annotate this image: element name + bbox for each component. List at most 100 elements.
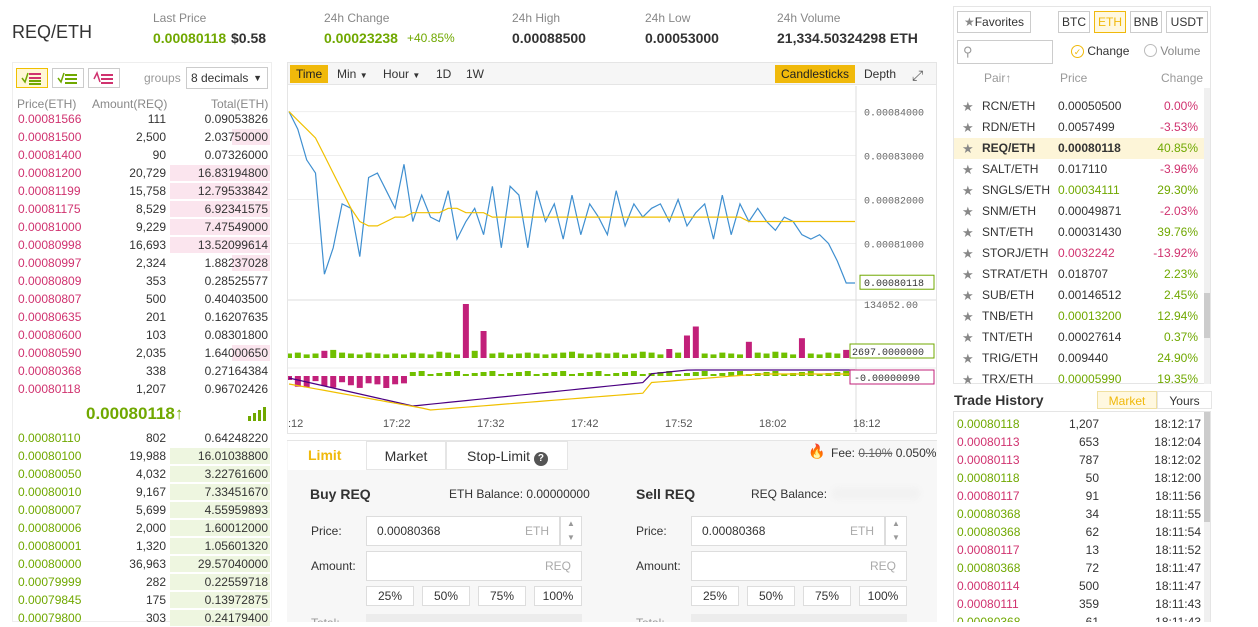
market-row[interactable]: ★ TRIG/ETH 0.009440 24.90% <box>954 348 1210 369</box>
buy-pct-50[interactable]: 50% <box>422 586 470 606</box>
fullscreen-icon[interactable]: ⤢ <box>912 67 924 83</box>
market-row[interactable]: ★ TNB/ETH 0.00013200 12.94% <box>954 306 1210 327</box>
ask-row[interactable]: 0.00080600 103 0.08301800 <box>14 326 270 344</box>
market-search-input[interactable]: ⚲ <box>957 40 1053 64</box>
trade-scrollbar[interactable] <box>1204 412 1210 622</box>
market-row[interactable]: ★ REQ/ETH 0.00080118 40.85% <box>954 138 1210 159</box>
star-icon[interactable]: ★ <box>962 99 974 114</box>
ask-row[interactable]: 0.00081200 20,729 16.83194800 <box>14 164 270 182</box>
sell-pct-100[interactable]: 100% <box>859 586 907 606</box>
star-icon[interactable]: ★ <box>962 246 974 261</box>
bid-row[interactable]: 0.00079800 303 0.24179400 <box>14 609 270 627</box>
ask-row[interactable]: 0.00080807 500 0.40403500 <box>14 290 270 308</box>
ask-row[interactable]: 0.00080118 1,207 0.96702426 <box>14 380 270 398</box>
bid-row[interactable]: 0.00080100 19,988 16.01038800 <box>14 447 270 465</box>
market-row[interactable]: ★ SUB/ETH 0.00146512 2.45% <box>954 285 1210 306</box>
star-icon[interactable]: ★ <box>962 225 974 240</box>
bid-row[interactable]: 0.00080050 4,032 3.22761600 <box>14 465 270 483</box>
radio-change[interactable]: ✓ Change <box>1071 44 1129 58</box>
market-row[interactable]: ★ RDN/ETH 0.0057499 -3.53% <box>954 117 1210 138</box>
ask-row[interactable]: 0.00080590 2,035 1.64000650 <box>14 344 270 362</box>
ask-row[interactable]: 0.00081000 9,229 7.47549000 <box>14 218 270 236</box>
ask-row[interactable]: 0.00081400 90 0.07326000 <box>14 146 270 164</box>
market-tab-usdt[interactable]: USDT <box>1166 11 1208 33</box>
star-icon[interactable]: ★ <box>962 267 974 282</box>
market-row[interactable]: ★ SNM/ETH 0.00049871 -2.03% <box>954 201 1210 222</box>
market-tab-eth[interactable]: ETH <box>1094 11 1126 33</box>
market-tab-btc[interactable]: BTC <box>1058 11 1090 33</box>
bid-row[interactable]: 0.00079999 282 0.22559718 <box>14 573 270 591</box>
bid-row[interactable]: 0.00080010 9,167 7.33451670 <box>14 483 270 501</box>
view-asks-button[interactable] <box>88 68 120 88</box>
sell-total-input[interactable] <box>691 614 907 622</box>
ask-row[interactable]: 0.00081199 15,758 12.79533842 <box>14 182 270 200</box>
star-icon[interactable]: ★ <box>962 330 974 345</box>
buy-total-input[interactable] <box>366 614 582 622</box>
ask-row[interactable]: 0.00080809 353 0.28525577 <box>14 272 270 290</box>
ask-row[interactable]: 0.00080368 338 0.27164384 <box>14 362 270 380</box>
star-icon[interactable]: ★ <box>962 288 974 303</box>
bid-row[interactable]: 0.00080001 1,320 1.05601320 <box>14 537 270 555</box>
tab-time[interactable]: Time <box>290 65 329 83</box>
star-icon[interactable]: ★ <box>962 309 974 324</box>
ask-row[interactable]: 0.00081500 2,500 2.03750000 <box>14 128 270 146</box>
star-icon[interactable]: ★ <box>962 372 974 384</box>
market-row[interactable]: ★ RCN/ETH 0.00050500 0.00% <box>954 96 1210 117</box>
trade-tab-market[interactable]: Market <box>1097 391 1157 409</box>
tab-1d[interactable]: 1D <box>436 67 452 81</box>
star-icon[interactable]: ★ <box>962 162 974 177</box>
market-row[interactable]: ★ STORJ/ETH 0.0032242 -13.92% <box>954 243 1210 264</box>
market-row[interactable]: ★ SNGLS/ETH 0.00034111 29.30% <box>954 180 1210 201</box>
bid-row[interactable]: 0.00080000 36,963 29.57040000 <box>14 555 270 573</box>
buy-price-input[interactable]: 0.00080368 ETH <box>366 516 560 546</box>
market-row[interactable]: ★ STRAT/ETH 0.018707 2.23% <box>954 264 1210 285</box>
radio-volume[interactable]: Volume <box>1144 44 1200 58</box>
sell-pct-50[interactable]: 50% <box>747 586 795 606</box>
star-icon[interactable]: ★ <box>962 351 974 366</box>
view-bids-button[interactable] <box>52 68 84 88</box>
tab-candlesticks[interactable]: Candlesticks <box>775 65 856 83</box>
bid-row[interactable]: 0.00080110 802 0.64248220 <box>14 429 270 447</box>
tab-depth[interactable]: Depth <box>864 67 897 81</box>
tab-1w[interactable]: 1W <box>466 67 484 81</box>
favorites-button[interactable]: ★Favorites <box>957 11 1031 33</box>
market-col-change[interactable]: Change <box>1161 71 1204 85</box>
sell-pct-75[interactable]: 75% <box>803 586 851 606</box>
groups-select[interactable]: 8 decimals ▼ <box>186 67 268 89</box>
ask-row[interactable]: 0.00080997 2,324 1.88237028 <box>14 254 270 272</box>
tab-min[interactable]: Min ▼ <box>331 65 374 83</box>
market-row[interactable]: ★ SALT/ETH 0.017110 -3.96% <box>954 159 1210 180</box>
star-icon[interactable]: ★ <box>962 141 974 156</box>
market-tab-bnb[interactable]: BNB <box>1130 11 1162 33</box>
buy-price-stepper[interactable]: ▲ ▼ <box>560 516 582 546</box>
star-icon[interactable]: ★ <box>962 120 974 135</box>
sell-price-input[interactable]: 0.00080368 ETH <box>691 516 885 546</box>
sell-amount-input[interactable]: REQ <box>691 551 907 581</box>
buy-pct-75[interactable]: 75% <box>478 586 526 606</box>
tab-stop-limit[interactable]: Stop-Limit ? <box>446 441 568 470</box>
star-icon[interactable]: ★ <box>962 204 974 219</box>
ask-row[interactable]: 0.00081566 111 0.09053826 <box>14 110 270 128</box>
bid-row[interactable]: 0.00079845 175 0.13972875 <box>14 591 270 609</box>
bid-row[interactable]: 0.00080006 2,000 1.60012000 <box>14 519 270 537</box>
buy-amount-input[interactable]: REQ <box>366 551 582 581</box>
market-row[interactable]: ★ TRX/ETH 0.00005990 19.35% <box>954 369 1210 384</box>
market-scrollbar-thumb[interactable] <box>1204 293 1210 338</box>
sell-pct-25[interactable]: 25% <box>691 586 739 606</box>
tab-limit[interactable]: Limit <box>288 441 366 470</box>
sell-price-stepper[interactable]: ▲ ▼ <box>885 516 907 546</box>
ask-row[interactable]: 0.00080998 16,693 13.52099614 <box>14 236 270 254</box>
help-icon[interactable]: ? <box>533 452 548 466</box>
ask-row[interactable]: 0.00080635 201 0.16207635 <box>14 308 270 326</box>
market-row[interactable]: ★ SNT/ETH 0.00031430 39.76% <box>954 222 1210 243</box>
trade-tab-yours[interactable]: Yours <box>1157 391 1212 409</box>
buy-pct-25[interactable]: 25% <box>366 586 414 606</box>
market-row[interactable]: ★ TNT/ETH 0.00027614 0.37% <box>954 327 1210 348</box>
buy-pct-100[interactable]: 100% <box>534 586 582 606</box>
star-icon[interactable]: ★ <box>962 183 974 198</box>
market-scrollbar[interactable] <box>1204 88 1210 384</box>
tab-hour[interactable]: Hour ▼ <box>377 65 426 83</box>
trade-scrollbar-thumb[interactable] <box>1204 412 1210 522</box>
view-both-button[interactable] <box>16 68 48 88</box>
ask-row[interactable]: 0.00081175 8,529 6.92341575 <box>14 200 270 218</box>
